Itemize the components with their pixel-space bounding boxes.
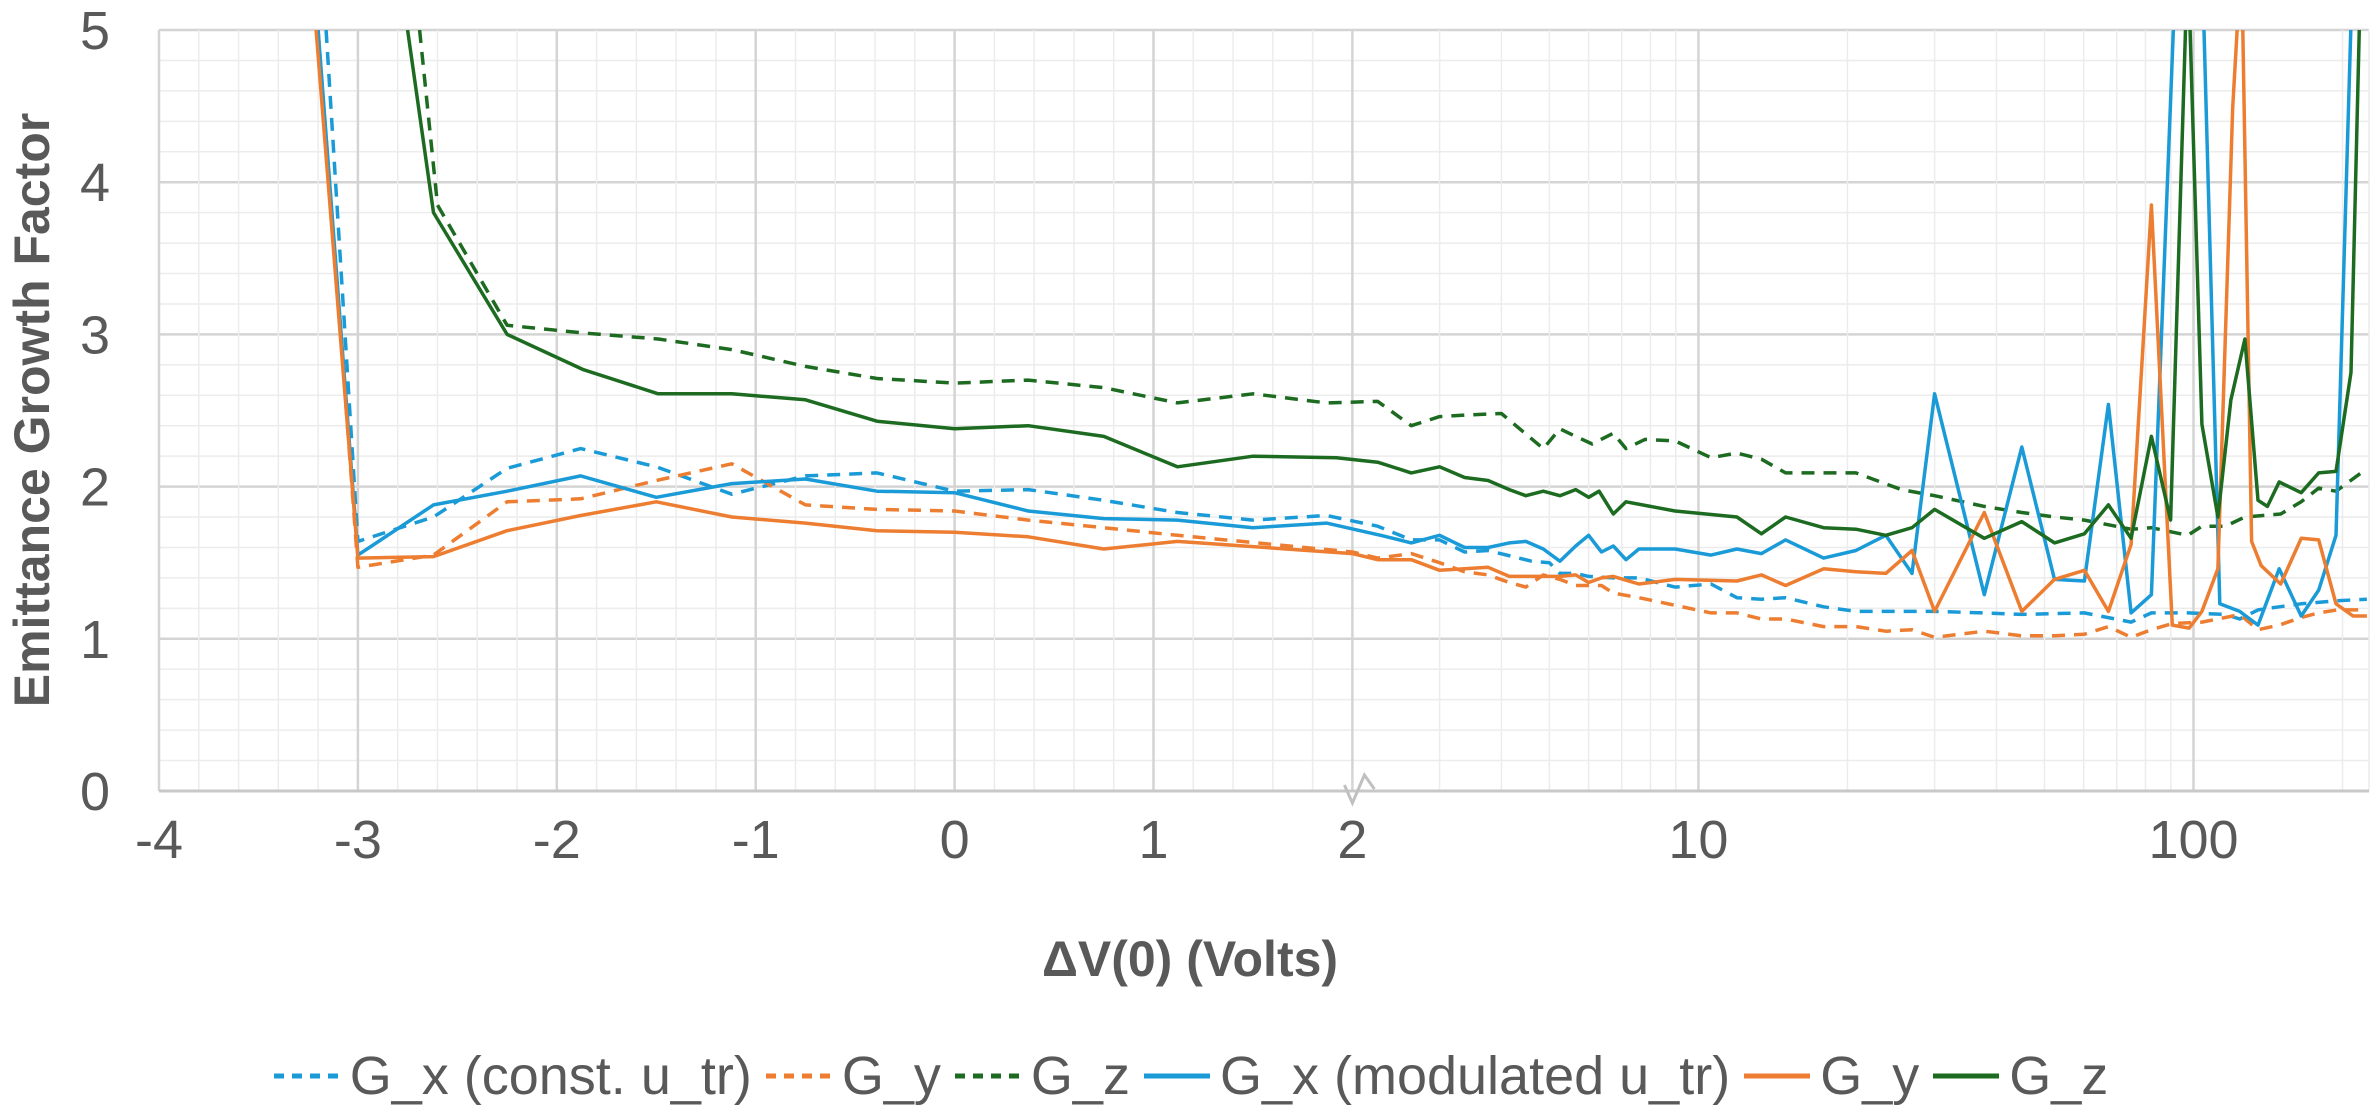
- legend-swatch: [1143, 1073, 1210, 1079]
- x-tick-label: -3: [334, 810, 382, 870]
- series-line-5: [405, 30, 2362, 545]
- legend-label: G_x (const. u_tr): [349, 1046, 752, 1106]
- x-tick-label: 2: [1337, 810, 1367, 870]
- x-tick-label: 1: [1138, 810, 1168, 870]
- x-tick-label: -2: [533, 810, 581, 870]
- legend-swatch: [1933, 1073, 2000, 1079]
- legend-label: G_z: [2009, 1046, 2109, 1106]
- x-tick-label: -4: [135, 810, 183, 870]
- legend-item: G_z: [953, 1045, 1130, 1107]
- gridlines: [157, 28, 2370, 807]
- legend-item: G_y: [1742, 1045, 1919, 1107]
- x-tick-label: 0: [940, 810, 970, 870]
- series-line-2: [417, 30, 2363, 538]
- y-tick-label: 1: [80, 610, 110, 670]
- y-tick-label: 2: [80, 458, 110, 518]
- legend-label: G_y: [841, 1046, 941, 1106]
- tick-labels: -4 -3 -2 -1 0 1 2 10 100 0 1 2 3 4 5: [80, 1, 2239, 870]
- series-line-3: [316, 30, 2353, 627]
- x-tick-label: 100: [2148, 810, 2238, 870]
- y-tick-label: 0: [80, 762, 110, 822]
- series-line-1: [316, 30, 2362, 640]
- legend-swatch: [765, 1073, 832, 1079]
- legend-swatch: [1744, 1073, 1811, 1079]
- legend-label: G_x (modulated u_tr): [1219, 1046, 1731, 1106]
- series-line-4: [314, 30, 2367, 630]
- legend: G_x (const. u_tr) G_y G_z G_x (modulated u_…: [0, 1045, 2380, 1107]
- y-tick-label: 5: [80, 1, 110, 61]
- series-lines: [314, 30, 2367, 640]
- legend-label: G_y: [1820, 1046, 1920, 1106]
- axis-break-icon: [1343, 771, 1376, 807]
- x-tick-label: 10: [1668, 810, 1728, 870]
- legend-swatch: [273, 1073, 340, 1079]
- legend-item: G_z: [1931, 1045, 2108, 1107]
- legend-label: G_z: [1030, 1046, 1130, 1106]
- y-tick-label: 4: [80, 153, 110, 213]
- legend-item: G_x (const. u_tr): [272, 1045, 752, 1107]
- series-line-0: [324, 30, 2367, 624]
- x-axis-title: ΔV(0) (Volts): [1041, 931, 1339, 987]
- x-tick-label: -1: [732, 810, 780, 870]
- legend-swatch: [954, 1073, 1021, 1079]
- y-tick-label: 3: [80, 305, 110, 365]
- legend-item: G_y: [764, 1045, 941, 1107]
- legend-item: G_x (modulated u_tr): [1142, 1045, 1730, 1107]
- y-axis-title: Emittance Growth Factor: [4, 112, 60, 708]
